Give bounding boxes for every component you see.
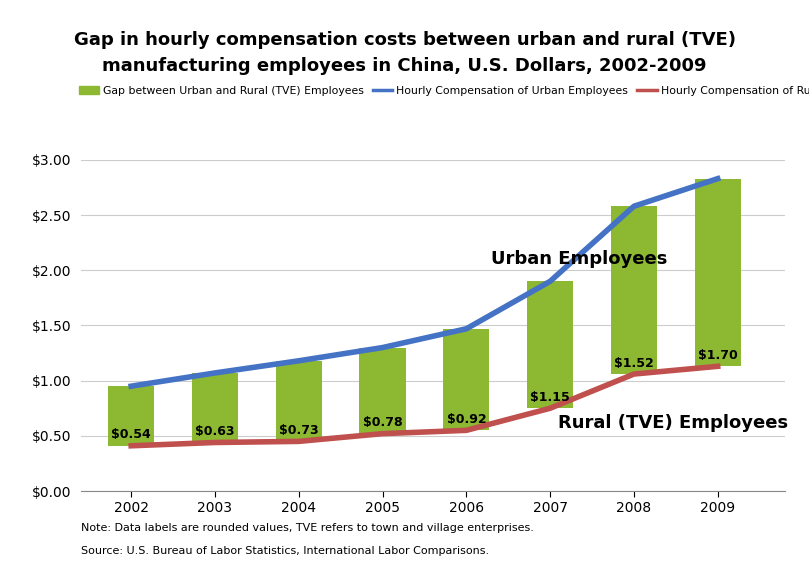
Text: Rural (TVE) Employees: Rural (TVE) Employees [558, 413, 789, 432]
Bar [108, 386, 155, 446]
Bar [611, 206, 657, 374]
Text: manufacturing employees in China, U.S. Dollars, 2002-2009: manufacturing employees in China, U.S. D… [102, 57, 707, 75]
Text: Source: U.S. Bureau of Labor Statistics, International Labor Comparisons.: Source: U.S. Bureau of Labor Statistics,… [81, 546, 489, 556]
Legend: Gap between Urban and Rural (TVE) Employees, Hourly Compensation of Urban Employ: Gap between Urban and Rural (TVE) Employ… [79, 86, 809, 96]
Bar [359, 348, 405, 433]
Text: Gap in hourly compensation costs between urban and rural (TVE): Gap in hourly compensation costs between… [74, 31, 735, 49]
Bar [695, 179, 741, 367]
Text: $0.63: $0.63 [195, 425, 235, 438]
Text: $1.52: $1.52 [614, 357, 654, 369]
Text: Urban Employees: Urban Employees [491, 250, 668, 268]
Bar [527, 282, 573, 408]
Text: $1.70: $1.70 [698, 349, 738, 362]
Text: $0.78: $0.78 [362, 416, 402, 429]
Text: $0.92: $0.92 [447, 413, 486, 426]
Text: Note: Data labels are rounded values, TVE refers to town and village enterprises: Note: Data labels are rounded values, TV… [81, 523, 534, 533]
Bar [192, 373, 238, 443]
Text: $0.54: $0.54 [112, 428, 151, 441]
Bar [443, 329, 489, 431]
Text: $0.73: $0.73 [279, 424, 319, 437]
Text: $1.15: $1.15 [530, 391, 570, 404]
Bar [276, 361, 322, 441]
